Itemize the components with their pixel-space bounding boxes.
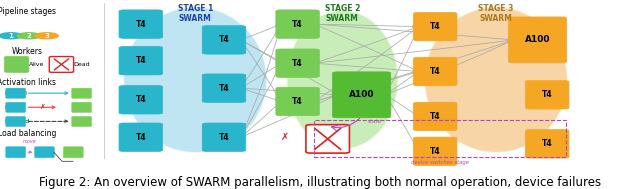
FancyBboxPatch shape (4, 57, 29, 72)
FancyBboxPatch shape (49, 57, 74, 72)
Text: T4: T4 (430, 22, 440, 31)
FancyBboxPatch shape (6, 102, 26, 112)
Text: T4: T4 (292, 59, 303, 68)
Text: T4: T4 (292, 97, 303, 106)
Text: T4: T4 (136, 20, 146, 29)
FancyBboxPatch shape (509, 17, 567, 63)
FancyBboxPatch shape (72, 116, 92, 127)
FancyBboxPatch shape (72, 88, 92, 98)
FancyBboxPatch shape (202, 74, 246, 102)
Text: T4: T4 (542, 139, 552, 148)
Text: T4: T4 (430, 67, 440, 76)
FancyBboxPatch shape (413, 102, 457, 131)
Text: Load balancing: Load balancing (0, 129, 56, 138)
Text: STAGE 2
SWARM: STAGE 2 SWARM (324, 4, 360, 23)
FancyBboxPatch shape (333, 72, 390, 118)
Text: state: state (368, 119, 382, 124)
Text: ✗: ✗ (39, 103, 45, 109)
FancyBboxPatch shape (119, 46, 163, 75)
Circle shape (0, 33, 22, 39)
FancyBboxPatch shape (276, 49, 319, 77)
Text: Activation links: Activation links (0, 78, 56, 87)
FancyBboxPatch shape (413, 12, 457, 41)
FancyBboxPatch shape (413, 57, 457, 86)
Text: T4: T4 (136, 133, 146, 142)
FancyBboxPatch shape (119, 10, 163, 38)
Text: move: move (23, 139, 36, 144)
Text: 2: 2 (26, 33, 31, 39)
Text: Normal: Normal (4, 91, 28, 96)
Text: T4: T4 (136, 56, 146, 65)
Text: Dead: Dead (74, 62, 90, 67)
Text: ✗: ✗ (281, 132, 289, 142)
Text: 1: 1 (8, 33, 13, 39)
Text: Pipeline stages: Pipeline stages (0, 7, 56, 16)
FancyBboxPatch shape (525, 81, 569, 109)
Ellipse shape (287, 10, 399, 150)
Text: device switches stage: device switches stage (411, 160, 469, 166)
Text: T4: T4 (542, 90, 552, 99)
Text: T4: T4 (430, 147, 440, 156)
Text: T4: T4 (219, 35, 229, 44)
Ellipse shape (424, 7, 568, 153)
FancyBboxPatch shape (276, 10, 319, 38)
Text: Figure 2: An overview of SWARM parallelism, illustrating both normal operation, : Figure 2: An overview of SWARM paralleli… (39, 176, 601, 189)
Circle shape (17, 33, 40, 39)
FancyBboxPatch shape (63, 147, 83, 158)
FancyBboxPatch shape (6, 88, 26, 98)
Text: A100: A100 (525, 35, 550, 44)
Text: Rewired: Rewired (4, 119, 29, 124)
FancyBboxPatch shape (6, 147, 26, 158)
Text: T4: T4 (219, 84, 229, 93)
Text: Failure: Failure (4, 105, 25, 110)
Text: T4: T4 (136, 95, 146, 104)
FancyBboxPatch shape (276, 87, 319, 116)
Text: 3: 3 (44, 33, 49, 39)
Text: T4: T4 (292, 20, 303, 29)
FancyBboxPatch shape (413, 137, 457, 166)
FancyBboxPatch shape (6, 116, 26, 127)
Text: Alive: Alive (29, 62, 44, 67)
FancyBboxPatch shape (306, 125, 349, 153)
Text: T4: T4 (219, 133, 229, 142)
Circle shape (35, 33, 58, 39)
FancyBboxPatch shape (119, 123, 163, 151)
Bar (314, 120, 566, 157)
Text: Workers: Workers (12, 46, 42, 56)
FancyBboxPatch shape (202, 123, 246, 151)
Text: T4: T4 (430, 112, 440, 121)
Ellipse shape (123, 7, 268, 153)
Text: A100: A100 (349, 90, 374, 99)
FancyBboxPatch shape (525, 130, 569, 158)
Text: STAGE 1
SWARM: STAGE 1 SWARM (177, 4, 213, 23)
Text: STAGE 3
SWARM: STAGE 3 SWARM (478, 4, 514, 23)
FancyBboxPatch shape (119, 86, 163, 114)
FancyBboxPatch shape (35, 147, 54, 158)
FancyBboxPatch shape (72, 102, 92, 112)
FancyBboxPatch shape (202, 26, 246, 54)
